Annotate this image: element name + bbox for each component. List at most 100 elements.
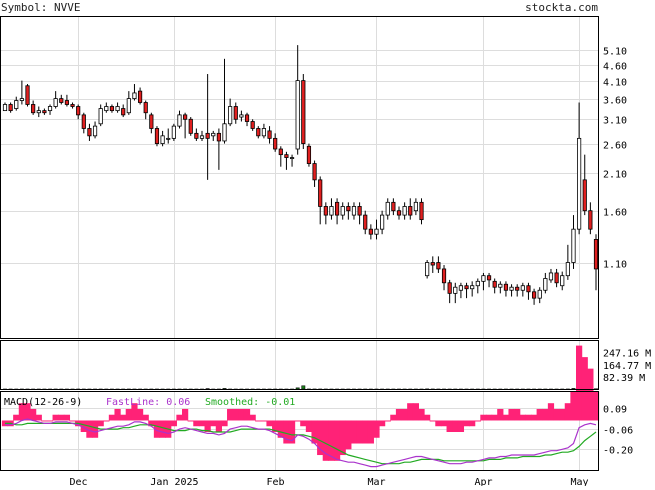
x-tick-label: Dec — [69, 477, 87, 486]
candle-body — [171, 125, 176, 139]
volume-tick-label: 82.39 M — [603, 373, 645, 384]
macd-histogram-bar — [429, 420, 436, 422]
macd-histogram-bar — [114, 408, 121, 421]
macd-histogram-bar — [547, 403, 555, 421]
candle-body — [301, 80, 306, 144]
macd-frame — [0, 391, 599, 471]
macd-histogram-bar — [542, 408, 549, 421]
macd-histogram-bar — [18, 403, 25, 421]
macd-tick-label: -0.20 — [603, 446, 633, 457]
candle-body — [188, 118, 193, 134]
candle-body — [42, 110, 47, 114]
macd-histogram-bar — [97, 420, 104, 427]
macd-histogram-bar — [418, 408, 425, 421]
candle-body — [216, 132, 221, 142]
candle-body — [515, 286, 520, 291]
volume-bar — [295, 387, 300, 390]
macd-histogram-bar — [469, 420, 476, 427]
macd-histogram-bar — [581, 357, 588, 421]
macd-histogram-bar — [311, 420, 318, 444]
macd-histogram-bar — [333, 420, 341, 461]
candle-body — [481, 275, 486, 282]
macd-histogram-bar — [80, 420, 87, 432]
candle-body — [351, 206, 357, 216]
candle-body — [267, 130, 272, 139]
macd-histogram-bar — [570, 391, 577, 421]
candle-body — [396, 210, 402, 216]
x-tick-label: Apr — [474, 477, 492, 486]
volume-tick-label: 164.77 M — [603, 361, 651, 372]
macd-histogram-bar — [463, 420, 470, 427]
macd-histogram-bar — [243, 408, 251, 421]
candle-body — [70, 104, 75, 107]
macd-histogram-bar — [379, 420, 386, 427]
candle-body — [239, 114, 244, 118]
candle-body — [273, 137, 278, 150]
candle-body — [278, 148, 283, 156]
candle-body — [250, 121, 255, 129]
macd-histogram-bar — [390, 414, 397, 421]
price-tick-label: 3.60 — [603, 96, 627, 107]
candle-body — [98, 108, 103, 125]
macd-histogram-bar — [176, 414, 183, 421]
candle-body — [413, 201, 418, 212]
macd-histogram-bar — [373, 420, 380, 438]
macd-histogram-bar — [401, 408, 408, 421]
macd-histogram-bar — [294, 420, 301, 422]
candle-body — [8, 104, 13, 112]
candle-body — [160, 135, 165, 144]
candle-body — [447, 282, 452, 294]
candle-body — [228, 106, 233, 125]
macd-histogram-bar — [148, 420, 155, 427]
candle-body — [593, 239, 599, 270]
macd-histogram-bar — [553, 408, 560, 421]
macd-label: MACD(12-26-9) — [4, 397, 82, 408]
macd-histogram-bar — [283, 420, 290, 444]
macd-histogram-bar — [519, 414, 526, 421]
macd-histogram-bar — [497, 408, 504, 421]
macd-histogram-bar — [440, 420, 448, 427]
candle-body — [346, 206, 351, 212]
symbol-label: Symbol: NVVE — [1, 1, 80, 14]
price-panel — [2, 45, 599, 305]
macd-histogram-bar — [131, 403, 138, 421]
macd-histogram-bar — [198, 420, 206, 427]
candle-body — [503, 283, 509, 291]
macd-histogram-bar — [407, 403, 414, 421]
price-tick-label: 3.10 — [603, 116, 627, 127]
candle-body — [363, 214, 368, 230]
candle-body — [312, 163, 317, 181]
candle-body — [19, 98, 24, 101]
macd-histogram-bar — [260, 420, 268, 422]
macd-histogram-bar — [485, 414, 493, 421]
candle-body — [2, 104, 8, 112]
candle-body — [486, 275, 492, 281]
candle-body — [211, 132, 216, 137]
macd-histogram-bar — [227, 408, 234, 421]
volume-bar — [571, 388, 576, 390]
candle-body — [554, 272, 559, 284]
candle-body — [374, 228, 379, 235]
macd-fastline-line — [5, 418, 597, 468]
candle-body — [87, 128, 92, 137]
macd-histogram-bar — [339, 420, 346, 456]
candle-body — [492, 280, 497, 288]
candle-body — [109, 106, 115, 112]
macd-histogram-bar — [412, 403, 419, 421]
macd-histogram-bar — [576, 345, 583, 421]
candle-body — [126, 98, 131, 114]
candle-body — [408, 206, 413, 216]
candle-body — [137, 90, 143, 103]
candle-body — [166, 137, 171, 140]
macd-tick-label: -0.06 — [603, 426, 633, 437]
macd-histogram-bar — [142, 414, 149, 421]
macd-histogram-bar — [356, 420, 363, 444]
macd-histogram-bar — [530, 414, 538, 421]
candle-body — [53, 98, 58, 107]
macd-histogram-bar — [187, 420, 194, 422]
macd-histogram-bar — [328, 420, 335, 461]
candle-body — [25, 85, 30, 105]
macd-histogram-bar — [350, 420, 358, 444]
macd-histogram-bar — [592, 391, 600, 421]
macd-histogram-bar — [502, 414, 510, 421]
